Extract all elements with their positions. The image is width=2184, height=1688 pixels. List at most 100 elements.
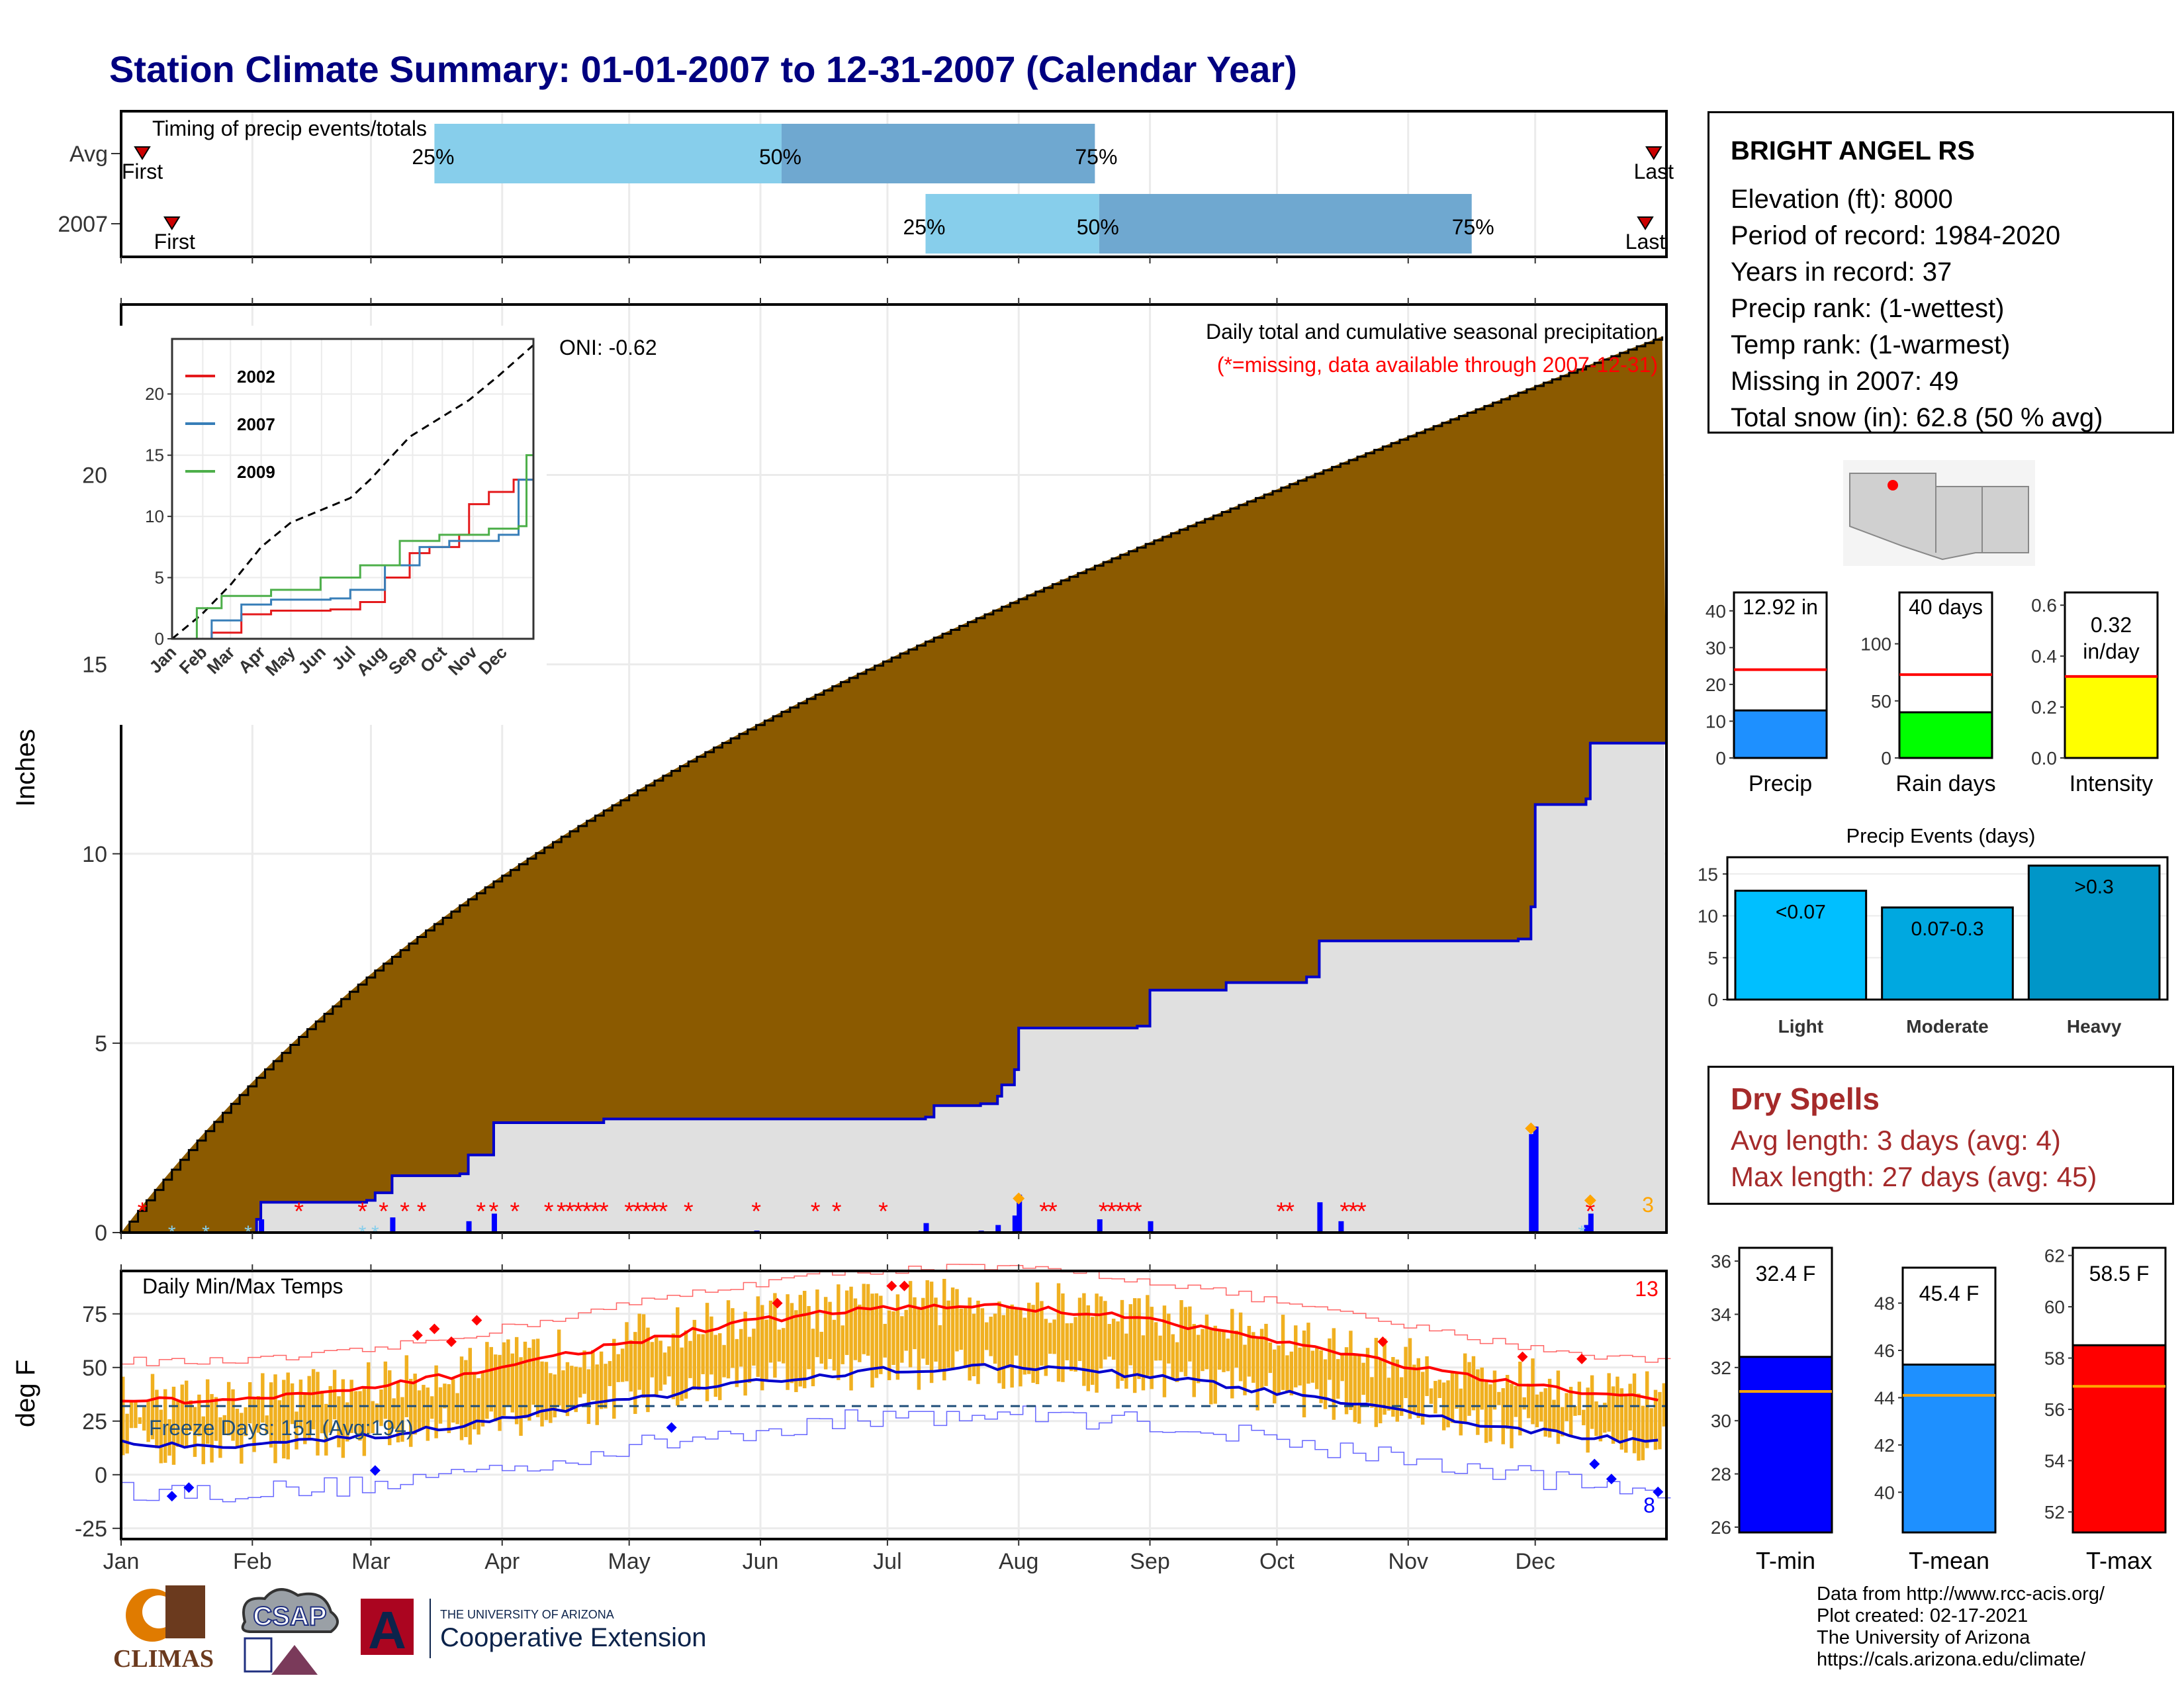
freeze-days-text: Freeze Days: 151 (Avg:194) xyxy=(149,1416,414,1440)
missing-marker: * xyxy=(1340,1198,1349,1226)
daily-temp-bar xyxy=(1137,1298,1141,1380)
station-info-box: BRIGHT ANGEL RS Elevation (ft): 8000 Peri… xyxy=(1707,111,2174,434)
summary-ytick-label: 10 xyxy=(1706,711,1726,731)
daily-temp-bar xyxy=(1146,1295,1150,1376)
daily-temp-bar xyxy=(286,1372,290,1460)
missing-marker: * xyxy=(1107,1198,1117,1226)
main-chart: 25% 50% 75% First Last Avg 25% 50% 75% First Last 2… xyxy=(11,110,1674,1574)
temp-bar-ytick-label: 54 xyxy=(2044,1451,2065,1472)
daily-temp-bar xyxy=(1154,1322,1158,1361)
daily-precip-bar xyxy=(466,1221,472,1233)
record-high-marker xyxy=(886,1280,897,1291)
daily-temp-bar xyxy=(946,1300,950,1368)
daily-temp-bar xyxy=(608,1361,612,1386)
daily-temp-bar xyxy=(392,1398,396,1429)
daily-temp-bar xyxy=(1306,1323,1310,1384)
daily-temp-bar xyxy=(1111,1319,1116,1360)
temp-bar-label: T-min xyxy=(1756,1547,1815,1574)
daily-temp-bar xyxy=(574,1366,578,1413)
timing-bar-q3 xyxy=(1099,194,1472,254)
missing-marker: * xyxy=(590,1198,600,1226)
climas-logo: CLIMAS xyxy=(113,1585,214,1673)
timing-bar-q2 xyxy=(925,194,1099,254)
missing-marker: * xyxy=(1039,1198,1049,1226)
daily-temp-bar xyxy=(823,1297,828,1370)
daily-temp-bar xyxy=(493,1354,498,1422)
record-low-marker xyxy=(369,1465,381,1476)
daily-temp-bar xyxy=(1547,1378,1552,1438)
oni-value: ONI: -0.62 xyxy=(559,336,657,359)
daily-temp-bar xyxy=(904,1309,908,1351)
daily-temp-bar xyxy=(328,1385,332,1433)
daily-temp-bar xyxy=(1420,1372,1425,1425)
daily-temp-bar xyxy=(697,1334,701,1390)
record-high-marker xyxy=(1377,1336,1388,1347)
daily-temp-bar xyxy=(1505,1375,1510,1429)
summary-bar-value xyxy=(2064,675,2159,759)
daily-temp-bar xyxy=(1488,1384,1492,1442)
daily-temp-bar xyxy=(1628,1383,1632,1430)
daily-temp-bar xyxy=(472,1372,477,1430)
inset-legend-label: 2002 xyxy=(237,367,275,387)
daily-temp-bar xyxy=(997,1301,1001,1383)
month-tick-label: Jan xyxy=(103,1549,140,1574)
daily-temp-bar xyxy=(731,1308,735,1368)
daily-temp-bar xyxy=(747,1336,752,1383)
daily-temp-bar xyxy=(705,1303,709,1401)
missing-marker: * xyxy=(1132,1198,1142,1226)
missing-marker: * xyxy=(1585,1198,1595,1226)
daily-temp-bar xyxy=(659,1340,662,1391)
daily-temp-bar xyxy=(1040,1301,1044,1366)
record-high-marker xyxy=(1576,1353,1588,1364)
daily-temp-bar xyxy=(676,1307,680,1406)
daily-precip-bar xyxy=(1584,1225,1590,1233)
record-high-marker xyxy=(899,1280,910,1291)
daily-temp-bar xyxy=(570,1366,574,1409)
daily-temp-bar xyxy=(1586,1387,1590,1453)
daily-temp-bar xyxy=(1476,1369,1480,1435)
daily-temp-bar xyxy=(1598,1405,1603,1442)
daily-temp-bar xyxy=(629,1340,633,1392)
daily-temp-bar xyxy=(900,1316,904,1363)
daily-temp-bar xyxy=(214,1397,218,1441)
daily-temp-bar xyxy=(1095,1293,1099,1393)
daily-temp-bar xyxy=(324,1403,328,1456)
daily-temp-bar xyxy=(752,1329,756,1366)
daily-temp-bar xyxy=(841,1325,844,1364)
daily-temp-bar xyxy=(773,1293,777,1378)
record-high-marker xyxy=(471,1315,482,1326)
daily-temp-bar xyxy=(582,1350,586,1394)
daily-temp-bar xyxy=(544,1362,549,1421)
daily-temp-bar xyxy=(201,1416,205,1464)
daily-temp-bar xyxy=(1582,1409,1586,1426)
timing-row-label: 2007 xyxy=(58,212,108,237)
daily-temp-bar xyxy=(1395,1359,1400,1422)
daily-temp-bar xyxy=(1073,1317,1077,1372)
daily-temp-bar xyxy=(184,1380,189,1448)
daily-temp-bar xyxy=(684,1330,688,1399)
precip-ytick-label: 10 xyxy=(82,842,107,867)
timing-p50-label: 50% xyxy=(759,145,801,169)
summary-ytick-label: 0.6 xyxy=(2031,595,2057,616)
missing-marker: * xyxy=(582,1198,592,1226)
daily-temp-bar xyxy=(180,1384,184,1446)
daily-temp-bar xyxy=(1255,1336,1259,1411)
missing-marker: * xyxy=(811,1198,821,1226)
daily-temp-bar xyxy=(849,1286,853,1391)
record-high-marker xyxy=(412,1330,423,1341)
record-precip-marker xyxy=(1584,1194,1596,1207)
daily-temp-bar xyxy=(1285,1355,1289,1393)
missing-marker: * xyxy=(1115,1198,1125,1226)
missing-marker: * xyxy=(557,1198,567,1226)
daily-temp-bar xyxy=(468,1348,473,1445)
daily-temp-bar xyxy=(337,1396,341,1448)
summary-bar-value xyxy=(1898,711,1993,759)
timing-bar-q2 xyxy=(434,124,782,183)
station-name: BRIGHT ANGEL RS xyxy=(1731,136,1975,165)
temp-ytick-label: 0 xyxy=(95,1463,107,1488)
missing-marker: * xyxy=(476,1198,486,1226)
daily-temp-bar xyxy=(155,1389,159,1448)
daily-temp-bar xyxy=(1510,1383,1514,1448)
missing-marker: * xyxy=(650,1198,660,1226)
record-high-marker xyxy=(772,1297,783,1309)
